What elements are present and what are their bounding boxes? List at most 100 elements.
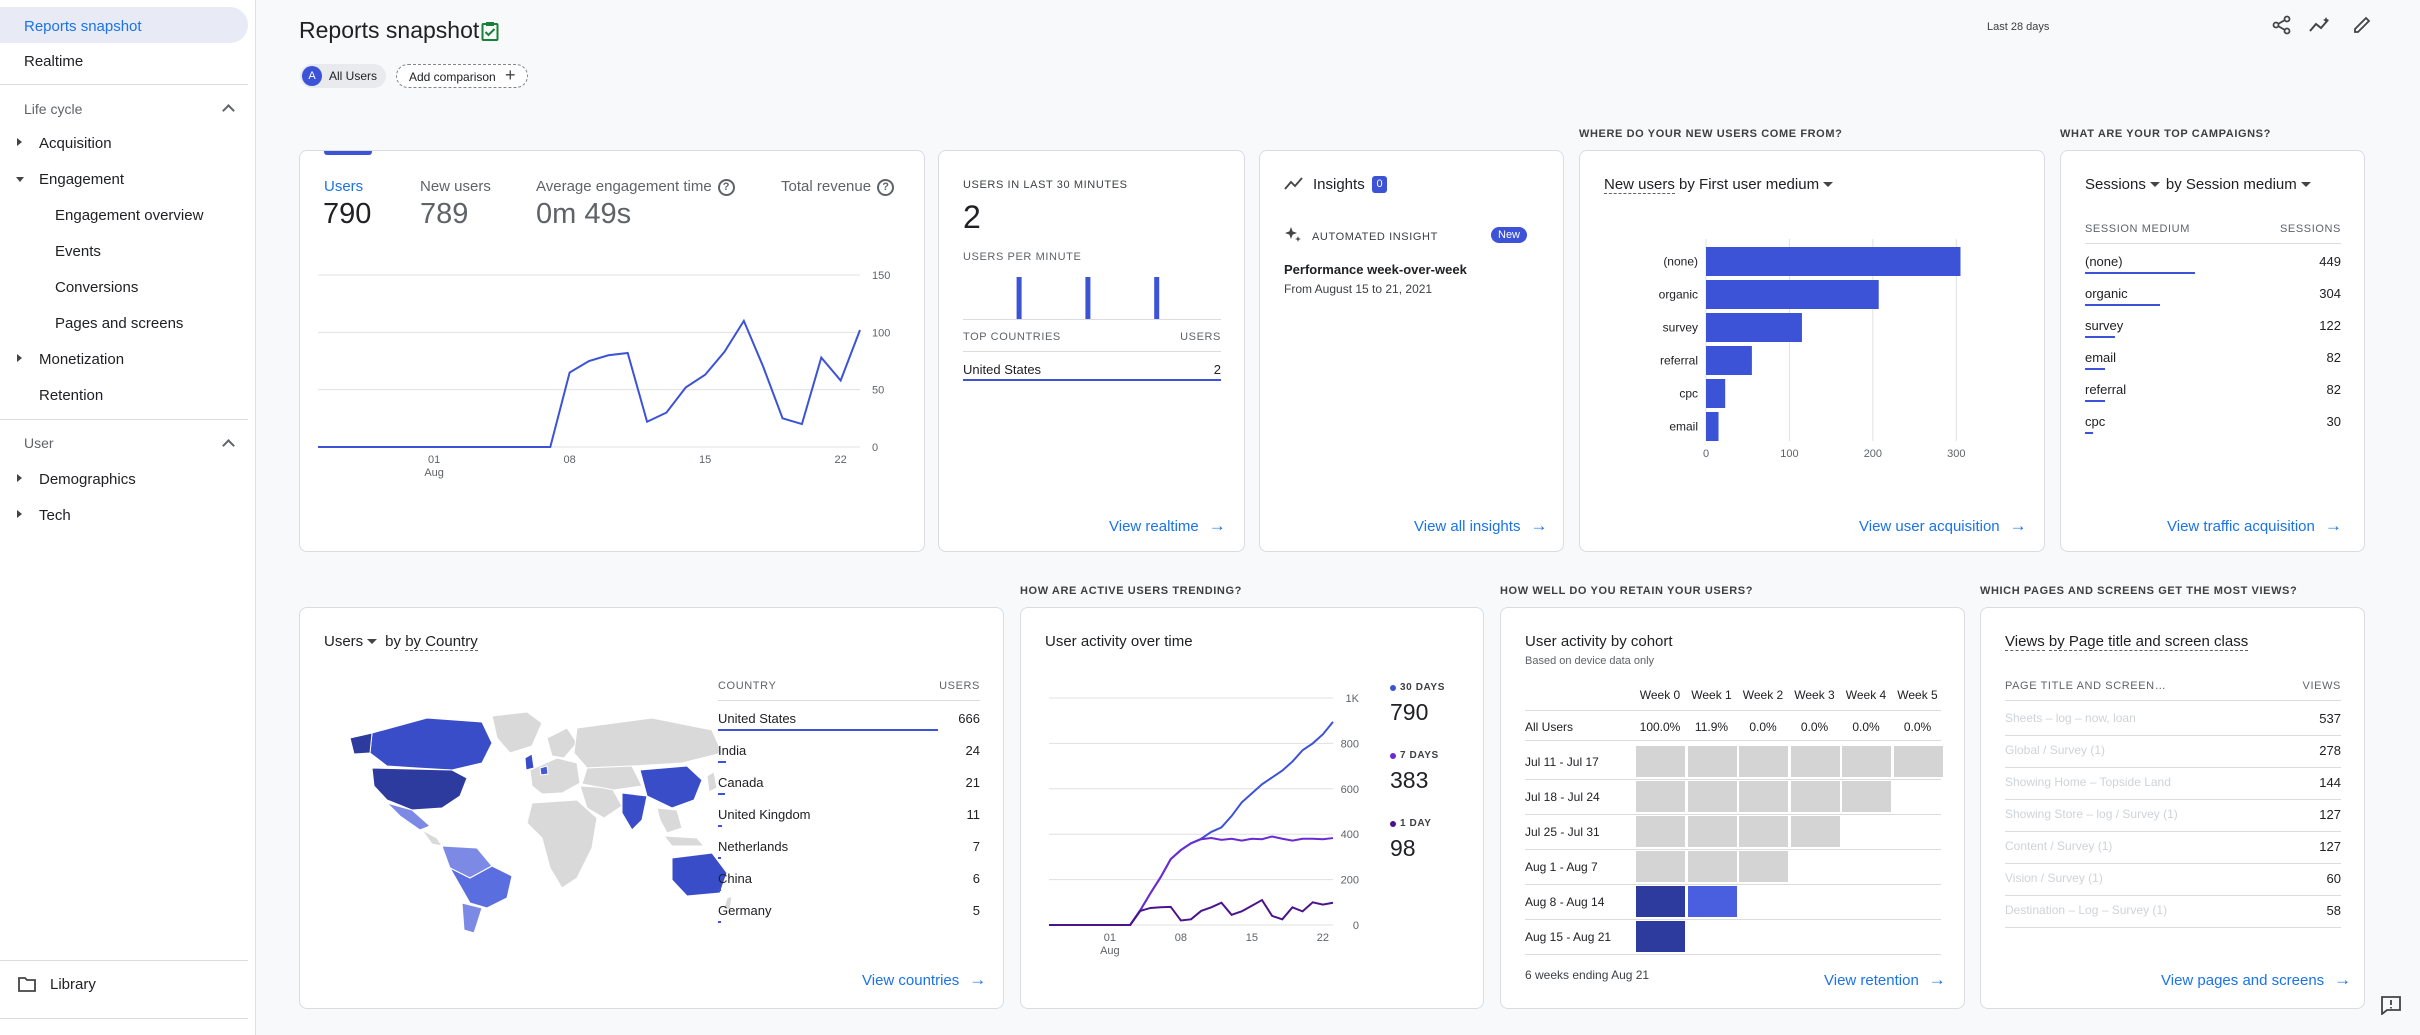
chevron-up-icon[interactable]: [222, 439, 235, 452]
table-row-name[interactable]: Germany: [718, 903, 772, 918]
dimension-name[interactable]: by First user medium: [1679, 176, 1820, 193]
view-traffic-acquisition-link[interactable]: View traffic acquisition →: [2167, 516, 2342, 536]
table-row-name[interactable]: survey: [2085, 318, 2124, 333]
metric-name[interactable]: Views: [2005, 633, 2045, 651]
table-row-name[interactable]: Content / Survey (1): [2005, 839, 2113, 853]
cohort-cell[interactable]: [1790, 816, 1840, 847]
view-user-acquisition-link[interactable]: View user acquisition →: [1859, 516, 2027, 536]
sidebar-item-monetization[interactable]: Monetization: [39, 351, 125, 368]
share-icon[interactable]: [2272, 15, 2292, 35]
cohort-cell[interactable]: [1893, 746, 1943, 777]
dropdown-icon[interactable]: [1823, 181, 1834, 187]
cohort-cell[interactable]: [1636, 816, 1685, 847]
view-countries-link[interactable]: View countries →: [862, 970, 986, 990]
cohort-cell[interactable]: [1687, 781, 1737, 812]
dimension-name[interactable]: by Page title and screen class: [2048, 633, 2249, 651]
table-row-name[interactable]: (none): [2085, 254, 2123, 269]
cohort-cell[interactable]: [1636, 886, 1685, 917]
cohort-cell[interactable]: [1636, 921, 1685, 952]
metric-label-users[interactable]: Users: [324, 178, 364, 195]
sidebar-item-engagement[interactable]: Engagement: [39, 171, 125, 188]
sidebar-item-retention[interactable]: Retention: [39, 387, 104, 404]
cohort-cell[interactable]: [1687, 886, 1737, 917]
cohort-cell[interactable]: [1687, 851, 1737, 882]
cohort-cell[interactable]: [1636, 746, 1685, 777]
caret-right-icon[interactable]: [17, 510, 22, 518]
caret-right-icon[interactable]: [17, 138, 22, 146]
dropdown-icon[interactable]: [367, 638, 378, 644]
cohort-cell[interactable]: [1842, 746, 1891, 777]
chevron-up-icon[interactable]: [222, 104, 235, 117]
table-row-name[interactable]: Netherlands: [718, 839, 789, 854]
metric-label-new-users[interactable]: New users: [420, 178, 491, 195]
metric-label-total-revenue[interactable]: Total revenue?: [781, 178, 895, 196]
cohort-cell[interactable]: [1739, 851, 1788, 882]
campaigns-metric-selector[interactable]: Sessions by Session medium: [2085, 176, 2317, 193]
cohort-cell[interactable]: [1790, 781, 1840, 812]
dropdown-icon[interactable]: [2149, 181, 2160, 187]
table-row-name[interactable]: Sheets – log – now, loan: [2005, 711, 2136, 725]
cohort-cell[interactable]: [1687, 746, 1737, 777]
dimension-name[interactable]: by Session medium: [2165, 176, 2297, 193]
table-row-name[interactable]: Canada: [718, 775, 764, 790]
new-users-metric-selector[interactable]: New users by First user medium: [1604, 176, 1839, 194]
table-row-name[interactable]: cpc: [2085, 414, 2106, 429]
table-row-name[interactable]: Showing Home – Topside Land: [2005, 775, 2171, 789]
cohort-cell[interactable]: [1739, 781, 1788, 812]
caret-right-icon[interactable]: [17, 354, 22, 362]
cohort-cell[interactable]: [1842, 781, 1891, 812]
cohort-cell[interactable]: [1636, 851, 1685, 882]
insight-headline[interactable]: Performance week-over-week: [1284, 262, 1467, 277]
table-row-name[interactable]: organic: [2085, 286, 2128, 301]
view-realtime-link[interactable]: View realtime →: [1109, 516, 1226, 536]
metric-name[interactable]: Sessions: [2085, 176, 2146, 193]
sidebar-item-conversions[interactable]: Conversions: [55, 279, 139, 296]
help-icon[interactable]: ?: [877, 178, 895, 196]
table-row-name[interactable]: Showing Store – log / Survey (1): [2005, 807, 2178, 821]
table-row-name[interactable]: referral: [2085, 382, 2127, 397]
sidebar-item-tech[interactable]: Tech: [39, 507, 71, 524]
metric-label-engagement-time[interactable]: Average engagement time?: [536, 178, 735, 196]
sidebar-item-realtime[interactable]: Realtime: [24, 53, 84, 70]
feedback-icon[interactable]: [2380, 995, 2402, 1015]
countries-metric-selector[interactable]: Users by by Country: [324, 633, 478, 651]
cohort-cell[interactable]: [1739, 746, 1788, 777]
sidebar-item-acquisition[interactable]: Acquisition: [39, 135, 112, 152]
caret-down-icon[interactable]: [16, 177, 24, 182]
sidebar-item-pages-and-screens[interactable]: Pages and screens: [55, 315, 184, 332]
dimension-name[interactable]: by Country: [405, 633, 478, 651]
date-range[interactable]: Last 28 days: [1987, 21, 2050, 33]
cohort-cell[interactable]: [1790, 746, 1840, 777]
table-row-name[interactable]: Destination – Log – Survey (1): [2005, 903, 2168, 917]
cohort-cell[interactable]: [1739, 816, 1788, 847]
view-all-insights-link[interactable]: View all insights →: [1414, 516, 1547, 536]
segment-chip[interactable]: A All Users: [300, 64, 386, 88]
table-row-name[interactable]: email: [2085, 350, 2117, 365]
sidebar-section-user[interactable]: User: [24, 435, 54, 451]
edit-icon[interactable]: [2352, 15, 2372, 35]
table-row-name[interactable]: China: [718, 871, 752, 886]
sidebar-section-life-cycle[interactable]: Life cycle: [24, 101, 83, 117]
metric-name[interactable]: Users: [324, 633, 364, 650]
table-row-name[interactable]: India: [718, 743, 747, 758]
insights-icon[interactable]: [2308, 15, 2332, 35]
sidebar-item-engagement-overview[interactable]: Engagement overview: [55, 207, 204, 224]
sidebar-item-library[interactable]: Library: [50, 976, 96, 993]
sidebar-item-reports-snapshot[interactable]: Reports snapshot: [0, 7, 248, 43]
table-row-name[interactable]: Vision / Survey (1): [2005, 871, 2103, 885]
pages-metric-selector[interactable]: Views by Page title and screen class: [2005, 633, 2249, 651]
view-retention-link[interactable]: View retention →: [1824, 970, 1946, 990]
sidebar-item-events[interactable]: Events: [55, 243, 101, 260]
table-row-name[interactable]: Global / Survey (1): [2005, 743, 2106, 757]
add-comparison-button[interactable]: Add comparison +: [396, 64, 528, 88]
dropdown-icon[interactable]: [2300, 181, 2311, 187]
cohort-cell[interactable]: [1636, 781, 1685, 812]
help-icon[interactable]: ?: [717, 178, 735, 196]
view-pages-link[interactable]: View pages and screens →: [2161, 970, 2351, 990]
cohort-cell[interactable]: [1687, 816, 1737, 847]
sidebar-item-demographics[interactable]: Demographics: [39, 471, 136, 488]
caret-right-icon[interactable]: [17, 474, 22, 482]
table-row-name[interactable]: United Kingdom: [718, 807, 811, 822]
metric-name[interactable]: New users: [1604, 176, 1675, 194]
table-row-name[interactable]: United States: [718, 711, 797, 726]
